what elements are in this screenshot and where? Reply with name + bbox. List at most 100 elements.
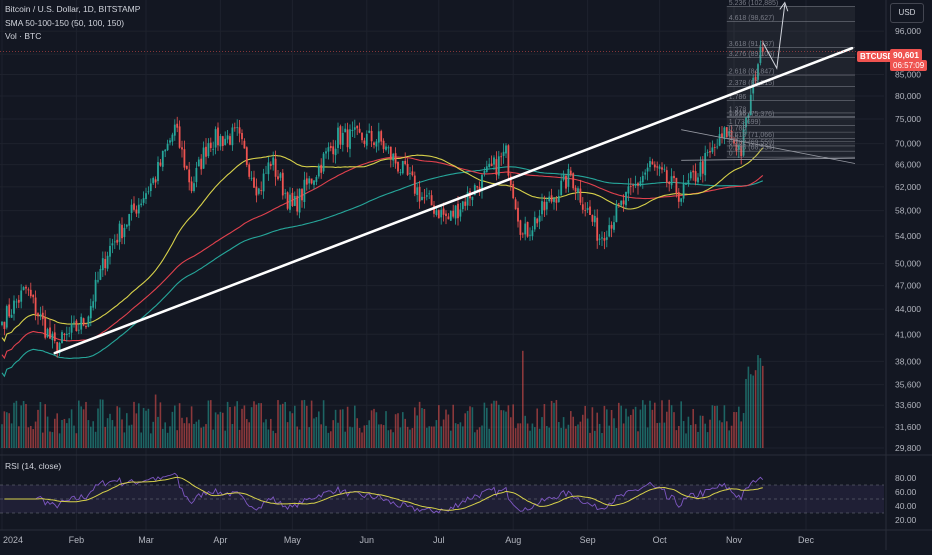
volume-bar — [315, 417, 318, 448]
candle-body — [605, 237, 608, 240]
currency-button[interactable]: USD — [890, 3, 924, 23]
volume-bar — [1, 424, 3, 448]
candle-body — [533, 217, 536, 230]
candle-body — [483, 171, 486, 174]
volume-bar — [18, 426, 20, 448]
volume-bar — [140, 432, 142, 448]
candle-body — [221, 136, 224, 146]
candle-body — [550, 195, 553, 202]
volume-bar — [118, 407, 121, 448]
candle-body — [526, 221, 529, 237]
candle-body — [296, 195, 299, 212]
candle-body — [572, 173, 575, 189]
volume-bar — [289, 411, 291, 448]
volume-bar — [116, 406, 118, 448]
volume-bar — [423, 408, 426, 448]
candle-body — [706, 152, 709, 153]
candle-body — [697, 177, 699, 183]
fib-level-label: 1.236 (75,376) — [729, 111, 775, 118]
candle-body — [37, 313, 39, 317]
volume-bar — [426, 427, 428, 448]
volume-bar — [219, 411, 222, 448]
candle-body — [723, 127, 726, 140]
volume-bar — [90, 426, 92, 448]
candle-body — [579, 188, 582, 203]
volume-bar — [109, 413, 111, 448]
candle-body — [61, 332, 63, 344]
volume-bar — [457, 424, 459, 448]
candle-body — [241, 132, 243, 140]
volume-bar — [642, 400, 644, 448]
candle-body — [226, 135, 229, 140]
volume-bar — [226, 401, 229, 448]
projection-arrow — [762, 4, 786, 70]
volume-bar — [522, 350, 524, 448]
volume-bar — [284, 401, 286, 448]
sma-legend[interactable]: SMA 50-100-150 (50, 100, 150) — [5, 18, 125, 28]
candle-body — [560, 180, 563, 196]
candle-body — [497, 156, 500, 176]
volume-bar — [78, 400, 80, 448]
volume-bar — [82, 409, 85, 448]
candle-body — [689, 172, 692, 179]
volume-bar — [327, 432, 330, 448]
sma-150-line — [1, 166, 763, 378]
candle-body — [39, 314, 42, 317]
volume-legend[interactable]: Vol · BTC — [5, 31, 42, 41]
candle-body — [5, 306, 8, 328]
candle-body — [140, 203, 143, 206]
candle-body — [519, 220, 522, 235]
volume-bar — [644, 404, 646, 448]
rsi-tick-label: 40.00 — [895, 501, 917, 511]
candle-body — [365, 133, 368, 146]
candle-body — [351, 129, 354, 132]
rsi-legend[interactable]: RSI (14, close) — [5, 461, 62, 471]
candle-body — [442, 208, 445, 215]
volume-bar — [548, 427, 550, 448]
volume-bar — [183, 423, 186, 448]
candle-body — [53, 332, 56, 341]
current-price-tag: 90,601 — [890, 49, 922, 61]
candle-body — [627, 186, 630, 194]
volume-bar — [214, 412, 217, 448]
volume-bar — [471, 407, 474, 448]
candle-body — [392, 153, 395, 161]
candle-body — [423, 197, 426, 199]
candle-body — [245, 147, 248, 165]
candle-body — [598, 238, 601, 240]
candle-body — [63, 333, 66, 335]
candle-body — [711, 147, 714, 153]
volume-bar — [22, 400, 25, 448]
volume-bar — [613, 418, 615, 448]
candle-body — [382, 140, 385, 150]
candle-body — [313, 180, 315, 185]
fib-level-label: 4.618 (98,627) — [729, 15, 775, 22]
volume-bar — [726, 421, 728, 448]
projection-arrowhead — [779, 1, 789, 12]
symbol-legend[interactable]: Bitcoin / U.S. Dollar, 1D, BITSTAMP — [5, 4, 141, 14]
candle-body — [190, 181, 193, 192]
y-tick-label: 38,000 — [895, 356, 921, 366]
candle-body — [677, 192, 680, 202]
volume-bar — [390, 429, 392, 448]
candle-body — [34, 297, 37, 315]
candle-body — [721, 133, 723, 138]
candle-body — [173, 124, 176, 136]
volume-bar — [20, 405, 22, 448]
volume-bar — [574, 426, 577, 448]
volume-bar — [536, 408, 538, 448]
volume-bar — [620, 405, 622, 448]
volume-bar — [202, 426, 205, 448]
volume-bar — [591, 407, 594, 448]
volume-bar — [550, 400, 553, 448]
volume-bar — [356, 418, 358, 448]
candle-body — [500, 156, 503, 158]
candle-body — [437, 210, 440, 219]
volume-bar — [106, 418, 109, 448]
candle-body — [457, 203, 459, 219]
candle-body — [356, 125, 359, 129]
candle-body — [339, 126, 342, 145]
candle-body — [569, 170, 572, 175]
